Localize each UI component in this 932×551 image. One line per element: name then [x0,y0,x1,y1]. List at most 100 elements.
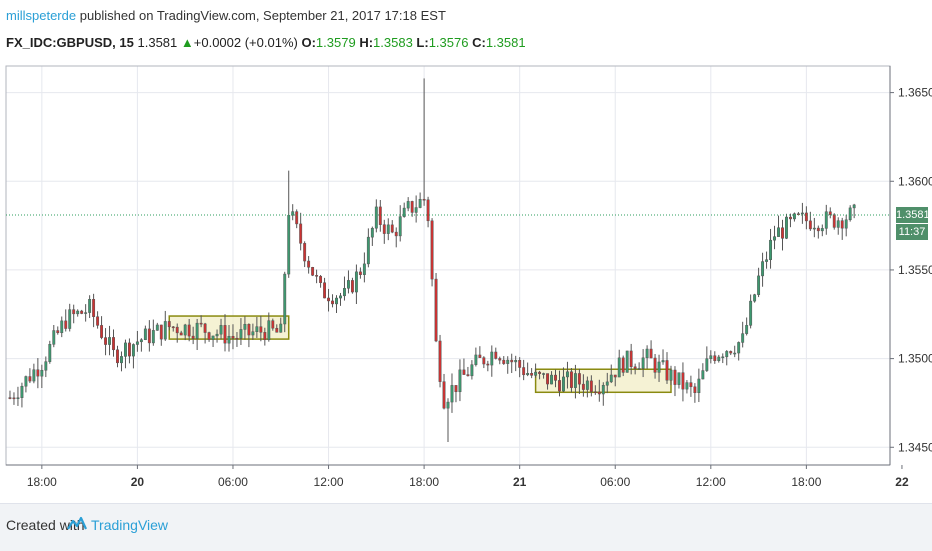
candle-down [331,300,334,305]
time-tick-label: 12:00 [314,475,344,489]
candle-up [705,358,709,371]
candle-up [820,228,824,232]
candle-down [478,354,482,358]
candle-up [76,310,80,315]
candle-up [605,381,609,386]
candle-down [633,366,637,369]
author-link[interactable]: millspeterde [6,8,77,23]
candle-down [127,342,131,357]
candle-up [239,329,243,339]
candle-down [167,321,171,328]
candle-up [279,323,283,333]
symbol-legend: FX_IDC:GBPUSD, 15 1.3581 ▲+0.0002 (+0.01… [6,35,526,50]
candle-down [577,373,581,385]
candle-down [72,309,76,315]
price-tick-label: 1.3550 [898,263,932,277]
candle-up [566,371,569,378]
candle-down [104,337,107,345]
candle-up [514,360,518,363]
candle-down [462,369,466,375]
candle-down [275,327,279,333]
candle-down [466,374,470,377]
candle-up [370,227,374,238]
candle-down [36,369,40,377]
candle-down [259,326,263,333]
low-value: 1.3576 [428,35,469,50]
candle-down [804,212,808,222]
candle-up [251,331,255,336]
candle-down [263,332,267,341]
candle-up [824,211,828,229]
open-label: O: [301,35,316,50]
candle-up [745,325,749,334]
candle-up [255,326,259,332]
published-text: published on TradingView.com, September … [79,8,446,23]
candle-up [68,309,72,329]
candle-down [147,328,151,344]
candle-up [227,335,231,344]
tradingview-brand[interactable]: TradingView [91,517,169,533]
candle-down [394,231,398,237]
candle-up [773,236,776,241]
change-arrow-icon: ▲ [180,35,194,50]
candle-down [558,380,561,392]
candle-up [414,207,418,213]
candle-down [569,371,573,388]
candle-down [581,383,585,390]
candle-down [247,323,251,336]
candle-down [100,325,104,338]
candle-down [832,214,836,228]
candle-up [526,373,530,376]
candle-down [589,380,593,392]
candle-up [20,385,24,398]
candle-down [8,397,12,399]
time-tick-label: 18:00 [27,475,57,489]
candle-down [689,382,693,388]
candle-down [442,381,446,409]
candle-down [593,391,597,393]
candle-down [438,340,442,382]
time-axis-labels: 18:00 20 06:00 12:00 18:00 21 06:00 12:00 18:00 2… [27,465,909,489]
candle-up [534,371,538,376]
candle-down [518,360,522,368]
candle-down [378,206,382,225]
candle-up [562,376,565,392]
candle-up [215,333,219,337]
low-label: L: [416,35,429,50]
candle-up [697,378,701,394]
tradingview-logo-icon[interactable] [67,515,87,533]
candle-down [327,297,330,302]
candle-down [358,271,362,275]
candle-down [199,322,203,325]
candle-up [685,382,689,390]
candle-up [657,361,661,373]
candle-up [637,368,641,370]
candle-down [112,337,115,351]
candle-up [677,372,681,385]
candle-down [116,349,119,364]
candle-down [713,355,717,362]
candle-up [741,333,745,343]
candle-up [143,328,147,341]
candle-down [434,278,438,342]
candle-up [709,355,713,359]
candle-up [721,356,725,359]
candle-down [235,337,239,340]
candle-up [757,275,761,295]
candle-down [629,350,633,368]
candle-up [124,342,127,357]
candle-up [406,201,410,209]
candle-down [64,320,68,329]
candle-up [446,401,450,409]
price-change: +0.0002 (+0.01%) [193,35,298,50]
price-chart[interactable]: 1.3450 1.3500 1.3550 1.3600 1.3650 18:00 20 06… [0,0,932,503]
candle-down [808,220,812,230]
candle-down [673,369,677,385]
candle-up [506,359,510,364]
symbol-name[interactable]: FX_IDC:GBPUSD, 15 [6,35,134,50]
candle-up [753,294,757,302]
candle-down [613,374,617,378]
close-label: C: [472,35,486,50]
candle-down [315,275,319,277]
candle-down [92,299,96,317]
